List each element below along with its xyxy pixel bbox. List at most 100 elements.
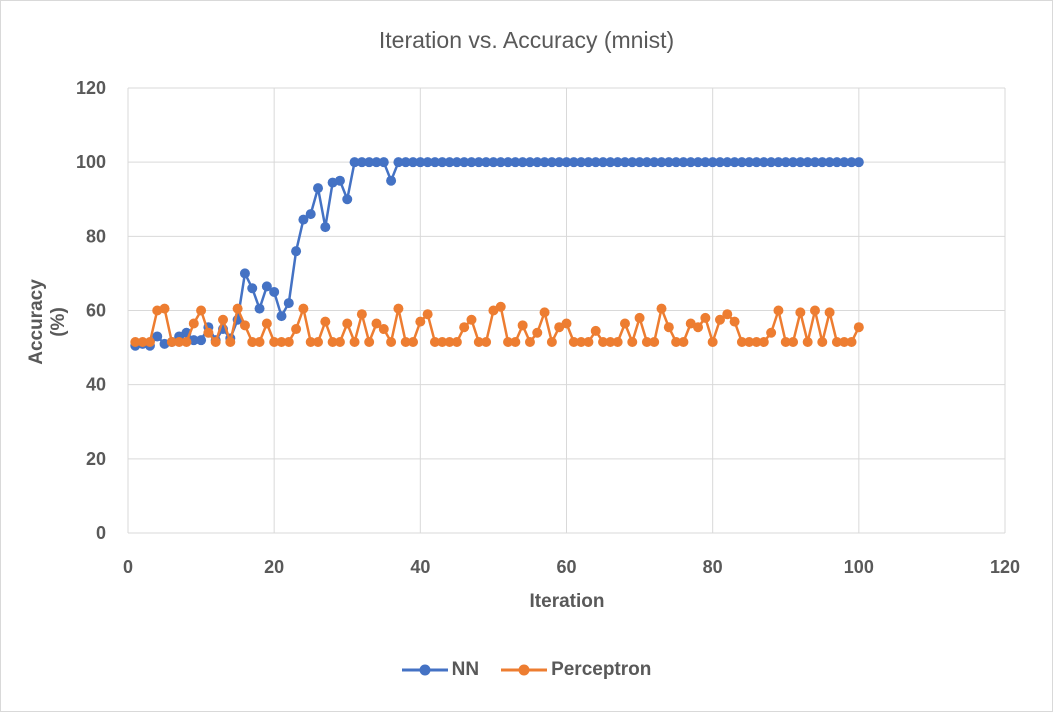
data-point-perceptron (751, 337, 762, 348)
data-point-nn (408, 157, 419, 168)
data-point-nn (612, 157, 623, 168)
data-point-nn (437, 157, 448, 168)
data-point-perceptron (393, 303, 404, 314)
data-point-nn (590, 157, 601, 168)
data-point-nn (780, 157, 791, 168)
data-point-nn (773, 157, 784, 168)
chart-title: Iteration vs. Accuracy (mnist) (378, 27, 675, 53)
data-point-perceptron (298, 303, 309, 314)
data-point-nn (276, 311, 287, 322)
x-tick-label: 100 (844, 557, 874, 577)
data-point-nn (466, 157, 477, 168)
data-point-nn (809, 157, 820, 168)
data-point-perceptron (634, 312, 645, 323)
legend-label-perceptron: Perceptron (551, 659, 652, 680)
data-point-perceptron (218, 314, 229, 325)
data-point-nn (817, 157, 828, 168)
data-point-perceptron (203, 327, 214, 338)
data-point-perceptron (605, 337, 616, 348)
x-tick-label: 40 (410, 557, 430, 577)
data-point-perceptron (839, 337, 850, 348)
data-point-perceptron (853, 322, 864, 333)
data-point-perceptron (532, 327, 543, 338)
x-tick-label: 120 (990, 557, 1020, 577)
data-point-nn (839, 157, 850, 168)
data-point-nn (481, 157, 492, 168)
data-point-nn (488, 157, 499, 168)
data-point-perceptron (517, 320, 528, 331)
data-point-perceptron (671, 337, 682, 348)
data-point-nn (605, 157, 616, 168)
data-point-nn (802, 157, 813, 168)
data-point-nn (371, 157, 382, 168)
data-point-nn (503, 157, 514, 168)
data-point-perceptron (422, 309, 433, 320)
data-point-nn (627, 157, 638, 168)
y-tick-label: 60 (86, 301, 106, 321)
data-point-nn (663, 157, 674, 168)
data-point-perceptron (817, 337, 828, 348)
data-point-perceptron (371, 318, 382, 329)
data-point-perceptron (466, 314, 477, 325)
data-point-nn (831, 157, 842, 168)
data-point-nn (568, 157, 579, 168)
data-point-nn (378, 157, 389, 168)
data-point-perceptron (130, 337, 141, 348)
data-point-perceptron (583, 337, 594, 348)
data-point-nn (386, 175, 397, 186)
data-point-nn (707, 157, 718, 168)
data-point-nn (298, 214, 309, 225)
data-point-nn (356, 157, 367, 168)
data-point-nn (634, 157, 645, 168)
data-point-nn (700, 157, 711, 168)
data-point-nn (656, 157, 667, 168)
legend-label-nn: NN (451, 659, 480, 680)
data-point-perceptron (408, 337, 419, 348)
data-point-perceptron (349, 337, 360, 348)
data-point-nn (532, 157, 543, 168)
data-point-nn (722, 157, 733, 168)
data-point-perceptron (663, 322, 674, 333)
data-point-perceptron (729, 316, 740, 327)
data-point-nn (678, 157, 689, 168)
data-point-perceptron (196, 305, 207, 316)
data-point-nn (671, 157, 682, 168)
data-point-nn (744, 157, 755, 168)
legend-item-perceptron: Perceptron (501, 659, 651, 681)
data-point-perceptron (722, 309, 733, 320)
data-point-perceptron (503, 337, 514, 348)
data-point-nn (451, 157, 462, 168)
data-point-nn (400, 157, 411, 168)
y-tick-label: 20 (86, 449, 106, 469)
data-point-nn (561, 157, 572, 168)
data-point-perceptron (239, 320, 250, 331)
data-point-perceptron (225, 337, 236, 348)
data-point-perceptron (254, 337, 265, 348)
data-point-nn (853, 157, 864, 168)
data-point-perceptron (291, 324, 302, 335)
data-point-nn (758, 157, 769, 168)
data-point-perceptron (342, 318, 353, 329)
data-point-perceptron (561, 318, 572, 329)
data-point-perceptron (714, 314, 725, 325)
data-point-nn (429, 157, 440, 168)
data-point-nn (261, 281, 272, 292)
data-point-perceptron (598, 337, 609, 348)
data-point-nn (641, 157, 652, 168)
data-point-nn (364, 157, 375, 168)
data-point-nn (459, 157, 470, 168)
x-tick-label: 80 (703, 557, 723, 577)
data-point-nn (788, 157, 799, 168)
data-point-nn (444, 157, 455, 168)
data-point-perceptron (174, 337, 185, 348)
data-point-nn (342, 194, 353, 205)
data-point-nn (576, 157, 587, 168)
data-point-nn (415, 157, 426, 168)
data-point-perceptron (546, 337, 557, 348)
x-axis-label: Iteration (529, 591, 605, 612)
data-point-perceptron (415, 316, 426, 327)
y-tick-label: 100 (76, 152, 106, 172)
y-tick-label: 80 (86, 226, 106, 246)
data-point-nn (283, 298, 294, 309)
